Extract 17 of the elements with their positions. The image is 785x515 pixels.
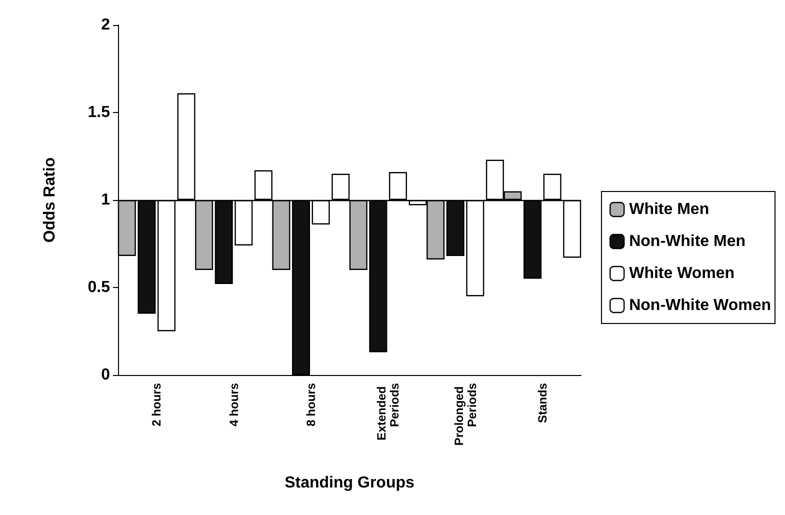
legend-label: Non-White Women [629, 297, 771, 314]
x-tick-label: Stands [535, 382, 550, 424]
x-tick-label: 8 hours [304, 382, 318, 426]
x-tick-label: 2 hours [150, 382, 164, 426]
x-tick-label: 4 hours [226, 382, 241, 426]
y-axis-title: Odds Ratio [42, 157, 58, 243]
y-tick-label: 1 [101, 192, 110, 208]
x-tick-label: Extended Periods [374, 382, 402, 440]
y-tick-label: 0.5 [88, 279, 110, 296]
y-tick-label: 0 [101, 366, 110, 384]
legend-label: White Men [629, 201, 710, 218]
y-tick-label: 1.5 [88, 104, 110, 121]
x-tick-label: Prolonged Periods [452, 382, 479, 446]
legend-label: Non-White Men [629, 233, 746, 250]
legend-label: White Women [629, 265, 735, 282]
x-axis-title: Standing Groups [284, 474, 414, 492]
y-tick-label: 2 [101, 16, 110, 34]
